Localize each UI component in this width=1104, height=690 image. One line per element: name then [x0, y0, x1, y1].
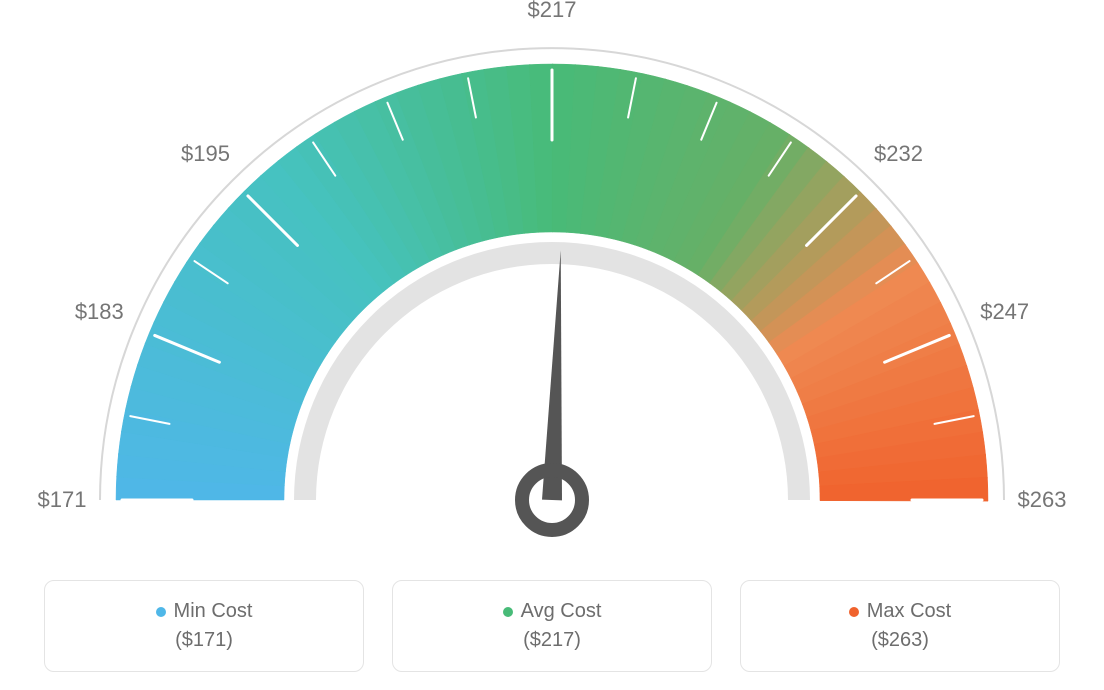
- gauge-area: $171 $183 $195 $217 $232 $247 $263: [0, 0, 1104, 560]
- legend-label-min: Min Cost: [174, 600, 253, 623]
- legend-value-avg: ($217): [523, 629, 581, 652]
- legend-row: Min Cost ($171) Avg Cost ($217) Max Cost…: [0, 580, 1104, 672]
- chart-container: $171 $183 $195 $217 $232 $247 $263 Min Cost ($…: [0, 0, 1104, 690]
- legend-title-max: Max Cost: [849, 600, 951, 623]
- legend-title-avg: Avg Cost: [503, 600, 602, 623]
- tick-label: $171: [38, 487, 87, 513]
- legend-value-max: ($263): [871, 629, 929, 652]
- tick-label: $195: [181, 141, 230, 167]
- tick-label: $263: [1018, 487, 1067, 513]
- tick-label: $217: [528, 0, 577, 23]
- gauge-svg: [0, 0, 1104, 560]
- legend-card-min: Min Cost ($171): [44, 580, 364, 672]
- legend-card-max: Max Cost ($263): [740, 580, 1060, 672]
- legend-value-min: ($171): [175, 629, 233, 652]
- legend-dot-avg: [503, 607, 513, 617]
- tick-label: $247: [980, 299, 1029, 325]
- tick-label: $183: [75, 299, 124, 325]
- legend-dot-max: [849, 607, 859, 617]
- legend-dot-min: [156, 607, 166, 617]
- legend-card-avg: Avg Cost ($217): [392, 580, 712, 672]
- tick-label: $232: [874, 141, 923, 167]
- legend-label-avg: Avg Cost: [521, 600, 602, 623]
- legend-title-min: Min Cost: [156, 600, 253, 623]
- legend-label-max: Max Cost: [867, 600, 951, 623]
